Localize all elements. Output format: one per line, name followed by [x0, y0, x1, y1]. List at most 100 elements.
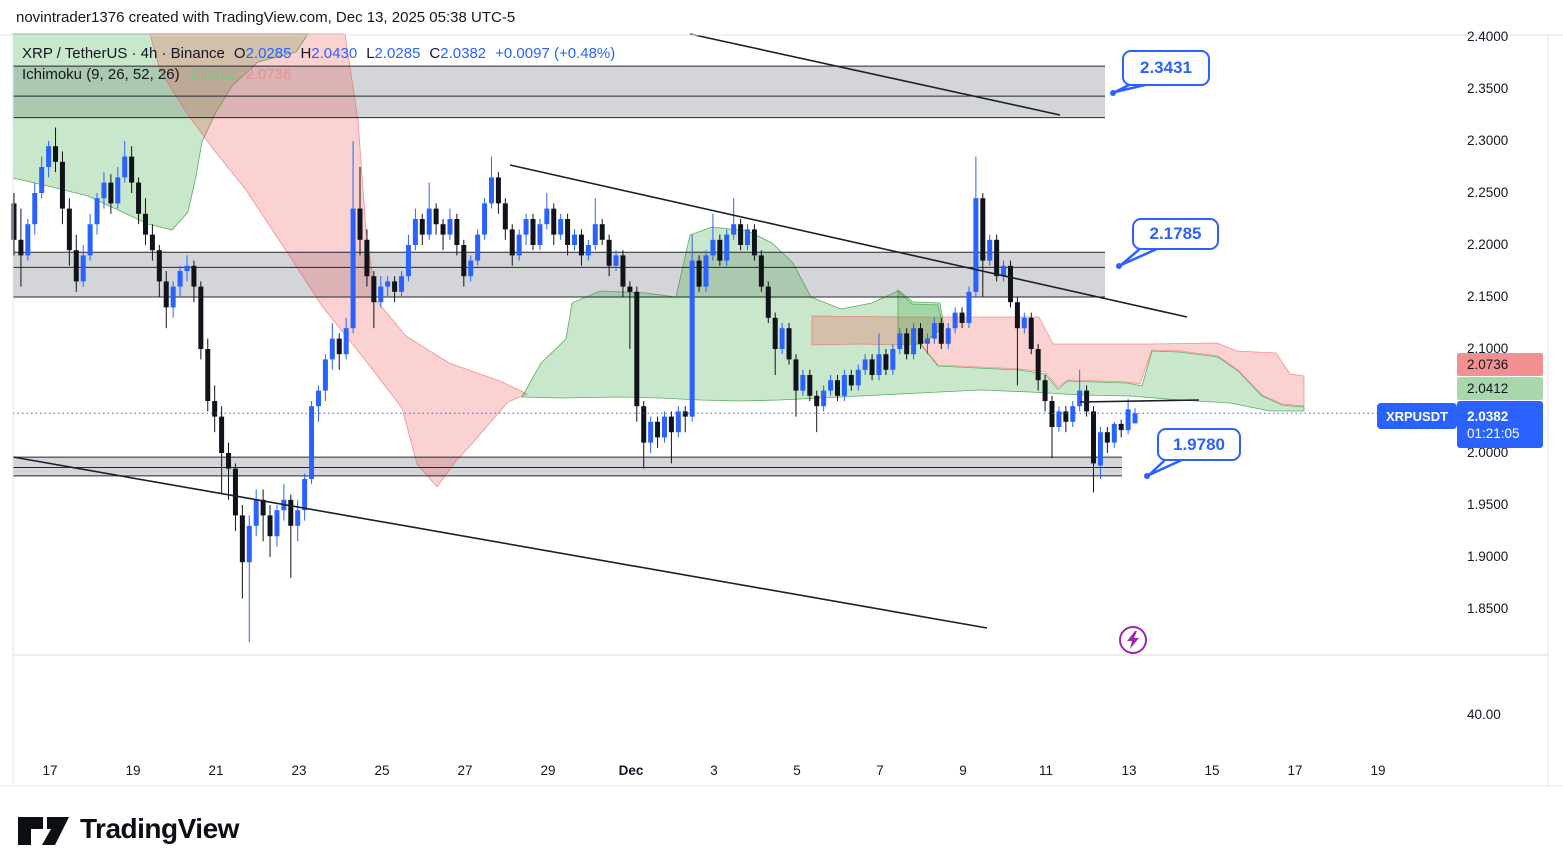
- candle-body: [800, 375, 806, 391]
- candle-body: [682, 411, 688, 417]
- candle-body: [475, 234, 481, 261]
- candle-body: [468, 260, 474, 277]
- candle-body: [987, 239, 993, 261]
- price-callout-2.1785[interactable]: 2.1785: [1132, 218, 1219, 250]
- candle-body: [675, 411, 681, 433]
- candle-body: [454, 219, 460, 245]
- price-tick-2.2500: 2.2500: [1467, 185, 1509, 200]
- candle-body: [502, 203, 508, 230]
- time-tick-21-2: 21: [208, 763, 224, 778]
- time-tick-11-12: 11: [1038, 763, 1054, 778]
- candle-body: [696, 260, 702, 287]
- candle-body: [745, 229, 751, 245]
- candle-body: [751, 229, 757, 256]
- callout-anchor-dot-2[interactable]: [1144, 473, 1150, 479]
- current-price-value: 2.0382: [1467, 408, 1509, 424]
- candle-body: [703, 255, 709, 287]
- price-zone-2[interactable]: [13, 457, 1122, 476]
- candle-body: [758, 255, 764, 287]
- indicator-price-badge-1[interactable]: 2.0412: [1457, 377, 1543, 400]
- candle-body: [1084, 390, 1090, 412]
- candle-body: [108, 182, 114, 204]
- candle-body: [1014, 302, 1020, 329]
- candle-body: [904, 333, 910, 355]
- candle-body: [710, 239, 716, 256]
- candle-body: [952, 312, 958, 329]
- candle-body: [115, 177, 121, 204]
- price-tick-2.2000: 2.2000: [1467, 237, 1509, 252]
- indicator-legend-row[interactable]: Ichimoku (9, 26, 52, 26) 2.0412 2.0736: [22, 65, 615, 86]
- candle-body: [959, 312, 965, 323]
- candle-body: [419, 219, 425, 235]
- candle-body: [488, 177, 494, 204]
- current-price-badge[interactable]: 2.0382 01:21:05: [1457, 401, 1543, 448]
- candle-body: [1042, 380, 1048, 401]
- candle-body: [94, 198, 100, 225]
- time-tick-19-1: 19: [125, 763, 141, 778]
- price-scale[interactable]: 2.4000 2.3500 2.3000 2.2500 2.2000 2.1500 2.10…: [1456, 29, 1548, 786]
- candle-body: [599, 224, 605, 240]
- candle-body: [253, 499, 259, 526]
- candle-body: [1077, 390, 1083, 407]
- candle-body: [938, 323, 944, 344]
- candle-body: [980, 198, 986, 261]
- candle-body: [537, 224, 543, 245]
- lightning-icon[interactable]: [1119, 626, 1147, 654]
- trendline-3[interactable]: [1079, 399, 1200, 403]
- candle-body: [641, 406, 647, 443]
- time-tick-9-11: 9: [959, 763, 967, 778]
- candle-body: [1056, 411, 1062, 427]
- time-scale[interactable]: 17 19 21 23 25 27 29 Dec 3 5 7 9 11 13 15 17 19: [0, 757, 1563, 786]
- indicator-price-badge-0[interactable]: 2.0736: [1457, 353, 1543, 376]
- time-tick-13-13: 13: [1121, 763, 1137, 778]
- price-zone-1[interactable]: [13, 252, 1105, 297]
- candle-body: [931, 323, 937, 339]
- callout-anchor-dot-0[interactable]: [1110, 90, 1116, 96]
- candle-body: [717, 239, 723, 261]
- candle-body: [260, 499, 266, 516]
- candle-body: [807, 375, 813, 396]
- callout-anchor-dot-1[interactable]: [1116, 263, 1122, 269]
- candle-body: [357, 208, 363, 240]
- candle-body: [142, 213, 148, 235]
- candle-body: [226, 453, 232, 469]
- candle-body: [1035, 349, 1041, 381]
- time-tick-27-5: 27: [457, 763, 473, 778]
- indicator-name[interactable]: Ichimoku (9, 26, 52, 26): [22, 66, 180, 83]
- candle-body: [1091, 411, 1097, 464]
- price-tick-1.8500: 1.8500: [1467, 601, 1509, 616]
- time-tick-25-4: 25: [374, 763, 390, 778]
- trendline-0[interactable]: [689, 33, 1061, 116]
- candle-body: [267, 515, 273, 537]
- footer-branding[interactable]: TradingView: [18, 810, 239, 848]
- symbol-price-tag[interactable]: XRPUSDT: [1377, 403, 1457, 429]
- candle-body: [613, 255, 619, 266]
- candle-body: [565, 219, 571, 245]
- candle-body: [322, 359, 328, 391]
- price-tick-2.3500: 2.3500: [1467, 81, 1509, 96]
- candle-body: [399, 276, 405, 292]
- candle-body: [32, 193, 38, 225]
- price-callout-1.9780[interactable]: 1.9780: [1157, 428, 1241, 461]
- symbol-title[interactable]: XRP / TetherUS · 4h · Binance: [22, 45, 225, 62]
- price-callout-2.3431[interactable]: 2.3431: [1122, 50, 1210, 86]
- trendline-2[interactable]: [12, 456, 988, 629]
- tradingview-logo-icon: [18, 817, 69, 845]
- time-tick-29-6: 29: [540, 763, 556, 778]
- time-tick-3-8: 3: [710, 763, 718, 778]
- ichimoku-cloud-green-0: [12, 33, 309, 231]
- candle-body: [18, 239, 24, 256]
- candle-body: [1007, 265, 1013, 303]
- trendline-1[interactable]: [509, 164, 1188, 318]
- candle-body: [136, 182, 142, 214]
- candle-body: [1070, 406, 1076, 422]
- price-tick-2.0000: 2.0000: [1467, 445, 1509, 460]
- price-zone-0[interactable]: [13, 66, 1105, 118]
- time-tick-19-16: 19: [1370, 763, 1386, 778]
- time-tick-15-14: 15: [1204, 763, 1220, 778]
- symbol-legend-row[interactable]: XRP / TetherUS · 4h · Binance O2.0285 H2.0…: [22, 44, 615, 65]
- candle-body: [163, 281, 169, 308]
- candle-body: [786, 328, 792, 360]
